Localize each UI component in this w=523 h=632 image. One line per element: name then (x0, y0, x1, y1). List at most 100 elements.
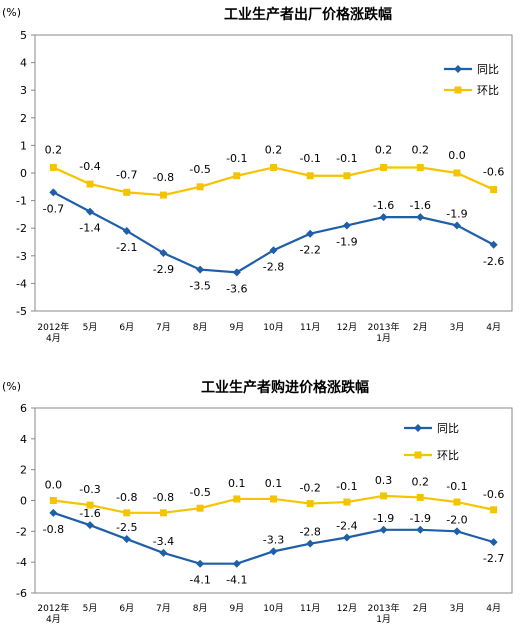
data-label: 0.2 (412, 475, 430, 488)
y-tick-label: -4 (16, 277, 27, 290)
data-point-yoy (232, 268, 241, 277)
data-label: 0.2 (45, 143, 63, 156)
data-point-yoy (416, 525, 425, 534)
data-point-mom (306, 500, 314, 508)
data-point-yoy (49, 508, 58, 517)
data-label: -2.9 (153, 263, 174, 276)
data-label: -0.8 (43, 523, 64, 536)
x-tick-label: 2月 (413, 322, 428, 333)
data-point-mom (270, 495, 277, 503)
x-tick-label: 8月 (193, 603, 208, 614)
y-tick-label: -1 (16, 195, 27, 208)
x-tick-label: 12月 (337, 322, 357, 333)
x-tick-label: 7月 (156, 322, 171, 333)
data-point-yoy (342, 533, 351, 542)
x-tick-label: 3月 (450, 322, 465, 333)
x-tick-label: 8月 (193, 322, 208, 333)
y-tick-label: 4 (20, 57, 27, 70)
x-tick-label: 2013年 1月 (368, 321, 400, 344)
data-point-yoy (489, 538, 498, 547)
data-label: -3.6 (226, 282, 247, 295)
data-label: -4.1 (226, 574, 247, 587)
chart-2: 工业生产者购进价格涨跌幅 (%) -6 -4 -2 0 2 4 6 2012年 4月 5月 6月 7月 8月… (2, 379, 513, 625)
data-label: -0.8 (153, 491, 174, 504)
data-point-mom (86, 501, 94, 509)
data-label: -2.2 (299, 244, 320, 257)
data-label: -0.5 (189, 163, 210, 176)
data-label: -1.6 (79, 507, 100, 520)
data-label: 0.2 (412, 143, 430, 156)
data-label: 0.1 (265, 477, 283, 490)
data-label: -2.1 (116, 241, 137, 254)
data-label: -0.3 (79, 483, 100, 496)
y-tick-label: -2 (16, 525, 27, 538)
x-tick-label: 2月 (413, 603, 428, 614)
data-label: -0.2 (299, 482, 320, 495)
data-label: -1.6 (410, 199, 431, 212)
data-label: -0.4 (79, 160, 100, 173)
data-point-yoy (416, 213, 425, 222)
data-point-yoy (269, 246, 278, 255)
data-label: -0.6 (483, 488, 504, 501)
y-tick-label: 6 (20, 402, 27, 415)
x-tick-label: 6月 (119, 322, 134, 333)
data-point-mom (123, 188, 131, 196)
data-point-mom (343, 172, 351, 180)
data-label: -0.8 (116, 491, 137, 504)
chart-title: 工业生产者出厂价格涨跌幅 (224, 6, 392, 23)
y-tick-label: -3 (16, 250, 27, 263)
data-label: -2.4 (336, 520, 357, 533)
x-tick-label: 4月 (486, 322, 501, 333)
x-tick-label: 6月 (119, 603, 134, 614)
data-label: 0.0 (45, 479, 63, 492)
data-label: -2.6 (483, 255, 504, 268)
data-label: -3.3 (263, 533, 284, 546)
data-label: 0.0 (448, 149, 466, 162)
y-tick-label: 5 (20, 29, 27, 42)
y-tick-label: 4 (20, 433, 27, 446)
data-label: -1.9 (373, 512, 394, 525)
legend-label: 同比 (477, 63, 499, 76)
data-label: -0.1 (226, 152, 247, 165)
data-point-mom (306, 172, 314, 180)
data-point-yoy (49, 188, 58, 197)
data-point-mom (49, 163, 57, 171)
data-label: -2.0 (446, 513, 467, 526)
data-label: 0.1 (228, 477, 246, 490)
x-tick-label: 10月 (263, 322, 283, 333)
data-label: 0.2 (265, 143, 283, 156)
legend-label: 同比 (437, 422, 459, 435)
data-label: -1.9 (446, 207, 467, 220)
data-point-mom (380, 492, 388, 500)
data-point-mom (343, 498, 351, 506)
data-point-mom (416, 493, 424, 501)
y-tick-label: 2 (20, 464, 27, 477)
x-tick-label: 12月 (337, 603, 357, 614)
x-tick-label: 11月 (300, 322, 320, 333)
data-point-mom (159, 191, 167, 199)
chart-1: 工业生产者出厂价格涨跌幅 (%) -5 -4 -3 -2 -1 0 1 2 3 4 5 2012年 4月 5月… (2, 6, 513, 344)
data-point-mom (233, 495, 241, 503)
data-point-mom (159, 509, 167, 517)
y-tick-label: 0 (20, 167, 27, 180)
data-point-mom (123, 509, 131, 517)
legend-marker (414, 424, 422, 432)
data-point-yoy (306, 539, 315, 548)
data-label: -0.5 (189, 486, 210, 499)
x-tick-label: 3月 (450, 603, 465, 614)
y-unit-label: (%) (2, 380, 21, 393)
data-label: -0.7 (116, 168, 137, 181)
data-point-yoy (86, 521, 95, 530)
y-tick-label: 2 (20, 112, 27, 125)
data-label: -0.1 (299, 152, 320, 165)
legend-label: 环比 (477, 84, 499, 97)
x-tick-label: 11月 (300, 603, 320, 614)
y-tick-label: 0 (20, 495, 27, 508)
legend-marker (454, 86, 462, 94)
legend-label: 环比 (437, 449, 459, 462)
y-tick-label: -2 (16, 222, 27, 235)
data-point-yoy (196, 265, 205, 274)
data-label: 0.3 (375, 474, 393, 487)
data-point-mom (86, 180, 94, 188)
data-label: -2.7 (483, 552, 504, 565)
